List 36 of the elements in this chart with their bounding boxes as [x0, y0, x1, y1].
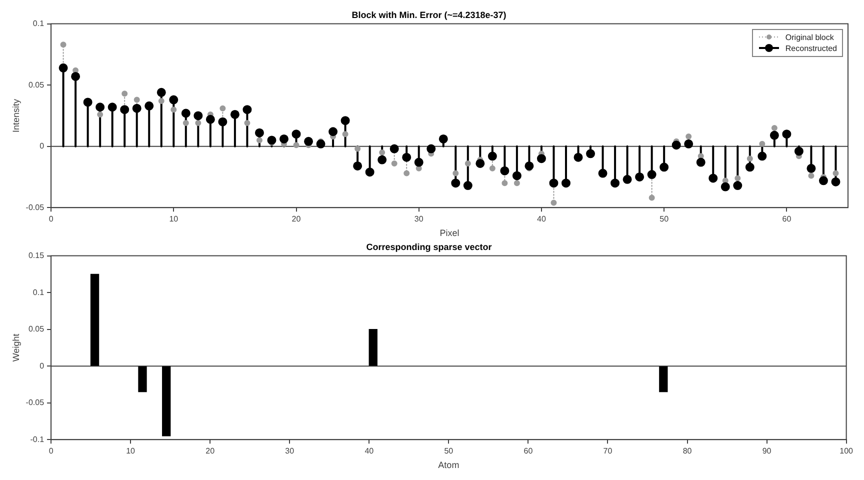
x-tick-label: 60 [524, 446, 534, 456]
x-tick-label: 30 [285, 446, 295, 456]
y-tick-label: 0.05 [28, 80, 45, 90]
x-tick-label: 0 [48, 214, 54, 224]
x-tick-label: 90 [762, 446, 772, 456]
legend-label: Reconstructed [785, 42, 837, 54]
y-tick-label: -0.1 [30, 434, 45, 444]
x-tick-label: 100 [840, 446, 854, 456]
x-axis-title: Atom [438, 460, 460, 470]
y-tick-label: 0.15 [28, 251, 45, 260]
x-tick-label: 20 [206, 446, 216, 456]
x-tick-label: 50 [444, 446, 454, 456]
x-tick-label: 60 [782, 214, 792, 224]
y-tick-label: 0.05 [28, 324, 45, 334]
x-tick-label: 80 [682, 446, 692, 456]
y-tick-label: 0 [40, 361, 45, 370]
x-tick-label: 10 [169, 214, 179, 224]
y-tick-label: -0.05 [26, 202, 45, 212]
y-tick-label: 0.1 [32, 19, 45, 28]
y-tick-label: -0.05 [26, 398, 45, 408]
y-tick-label: 0.1 [32, 288, 45, 297]
legend-label: Original block [785, 32, 834, 43]
x-tick-label: 0 [48, 446, 54, 456]
x-tick-label: 40 [537, 214, 546, 224]
y-axis-title: Intensity [10, 98, 21, 132]
x-tick-label: 40 [364, 446, 374, 456]
y-axis-title: Weight [10, 333, 21, 362]
x-tick-label: 50 [660, 214, 670, 224]
y-tick-label: 0 [40, 142, 45, 151]
x-tick-label: 10 [126, 446, 136, 456]
x-tick-label: 30 [414, 214, 424, 224]
x-tick-label: 20 [292, 214, 302, 224]
chart-title: Block with Min. Error (~=4.2318e-37) [352, 10, 506, 20]
chart-title: Corresponding sparse vector [366, 242, 492, 252]
x-axis-title: Pixel [440, 228, 460, 238]
x-tick-label: 70 [603, 446, 613, 456]
